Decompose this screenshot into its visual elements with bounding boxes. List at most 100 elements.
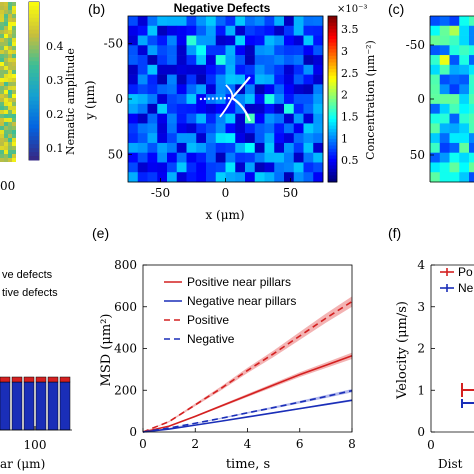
heat-cell xyxy=(12,10,16,14)
colorbar-segment xyxy=(328,112,337,117)
heat-cell xyxy=(303,113,314,124)
heat-cell xyxy=(284,45,295,56)
heat-cell xyxy=(0,110,4,114)
heat-cell xyxy=(313,25,324,36)
heat-cell xyxy=(167,103,178,114)
heat-cell xyxy=(176,94,187,105)
bar-blue xyxy=(23,381,35,431)
legend-label: Positive xyxy=(187,313,229,327)
colorbar-segment xyxy=(328,99,337,103)
heat-cell xyxy=(157,172,168,183)
heat-cell xyxy=(254,45,265,56)
colorbar-segment xyxy=(29,61,39,66)
heat-cell xyxy=(469,16,474,27)
heat-cell xyxy=(245,55,256,66)
colorbar-segment xyxy=(328,178,337,183)
heat-cell xyxy=(12,34,16,38)
heat-cell xyxy=(12,94,16,98)
heat-cell xyxy=(137,133,148,144)
colorbar-segment xyxy=(328,39,337,44)
heat-cell xyxy=(449,113,460,124)
heat-cell xyxy=(167,142,178,154)
heat-cell xyxy=(264,172,275,183)
heat-cell xyxy=(284,123,295,134)
colorbar-segment xyxy=(328,22,337,27)
colorbar-segment xyxy=(29,132,39,137)
heat-cell xyxy=(274,64,285,75)
colorbar-segment xyxy=(328,118,337,123)
colorbar-segment xyxy=(29,152,39,157)
heat-cell xyxy=(8,66,12,70)
heat-cell xyxy=(8,106,12,110)
heat-cell xyxy=(4,66,8,70)
heat-cell xyxy=(4,54,8,58)
heat-cell xyxy=(128,142,139,154)
heat-cell xyxy=(313,123,324,134)
heat-cell xyxy=(439,84,450,95)
heat-cell xyxy=(215,133,226,144)
heat-cell xyxy=(469,45,474,56)
heat-cell xyxy=(12,30,16,34)
heat-cell xyxy=(303,25,314,36)
bar-red xyxy=(0,376,11,383)
heat-cell xyxy=(12,122,16,126)
colorbar-segment xyxy=(29,140,39,145)
heat-cell xyxy=(167,16,178,27)
heat-cell xyxy=(12,126,16,130)
defect-arm-lower-left xyxy=(219,97,233,118)
heat-cell xyxy=(235,142,246,154)
heat-cell xyxy=(186,133,197,144)
heat-cell xyxy=(157,55,168,66)
colorbar-segment xyxy=(328,142,337,146)
heat-cell xyxy=(469,172,474,183)
heat-cell xyxy=(4,62,8,66)
heat-cell xyxy=(439,123,450,134)
heat-cell xyxy=(8,42,12,46)
heat-cell xyxy=(264,84,275,95)
heat-cell xyxy=(4,146,8,150)
heat-cell xyxy=(449,103,460,114)
heat-cell xyxy=(0,70,4,74)
heat-cell xyxy=(449,84,460,95)
y-tick-label: 2 xyxy=(417,342,425,356)
heat-cell xyxy=(206,25,217,36)
heat-cell xyxy=(157,74,168,85)
heat-cell xyxy=(196,142,207,154)
heat-cell xyxy=(225,152,236,163)
heat-cell xyxy=(4,14,8,18)
colorbar-segment xyxy=(29,13,39,19)
heat-cell xyxy=(430,55,441,66)
heat-cell xyxy=(254,142,265,154)
heat-cell xyxy=(254,123,265,134)
heat-cell xyxy=(196,152,207,163)
heat-cell xyxy=(293,74,304,85)
colorbar-segment xyxy=(328,55,337,60)
colorbar-segment xyxy=(29,5,39,11)
heat-cell xyxy=(459,123,470,134)
panel-a-tick-2: 0.2 xyxy=(46,108,64,121)
heat-cell xyxy=(225,35,236,46)
heat-cell xyxy=(12,106,16,110)
colorbar-segment xyxy=(29,81,39,86)
heat-cell xyxy=(469,94,474,105)
heat-cell xyxy=(147,142,158,154)
colorbar-segment xyxy=(328,102,337,107)
heat-cell xyxy=(254,103,265,114)
heat-cell xyxy=(449,55,460,66)
heat-cell xyxy=(128,94,139,105)
heat-cell xyxy=(469,123,474,134)
y-tick-label: -50 xyxy=(406,38,425,52)
heat-cell xyxy=(0,118,4,122)
heat-cell xyxy=(4,22,8,26)
colorbar-segment xyxy=(328,172,337,176)
heat-cell xyxy=(215,16,226,27)
heat-cell xyxy=(147,16,158,27)
heat-cell xyxy=(469,64,474,75)
heat-cell xyxy=(0,98,4,102)
heat-cell xyxy=(313,94,324,105)
heat-cell xyxy=(0,94,4,98)
legend-label: Negative xyxy=(187,332,235,346)
heat-cell xyxy=(8,74,12,78)
panel-f: (f) 4 3 2 1 0 Velocity (μm/s) 0 Dist Po Ne xyxy=(388,225,474,471)
heat-cell xyxy=(0,18,4,22)
